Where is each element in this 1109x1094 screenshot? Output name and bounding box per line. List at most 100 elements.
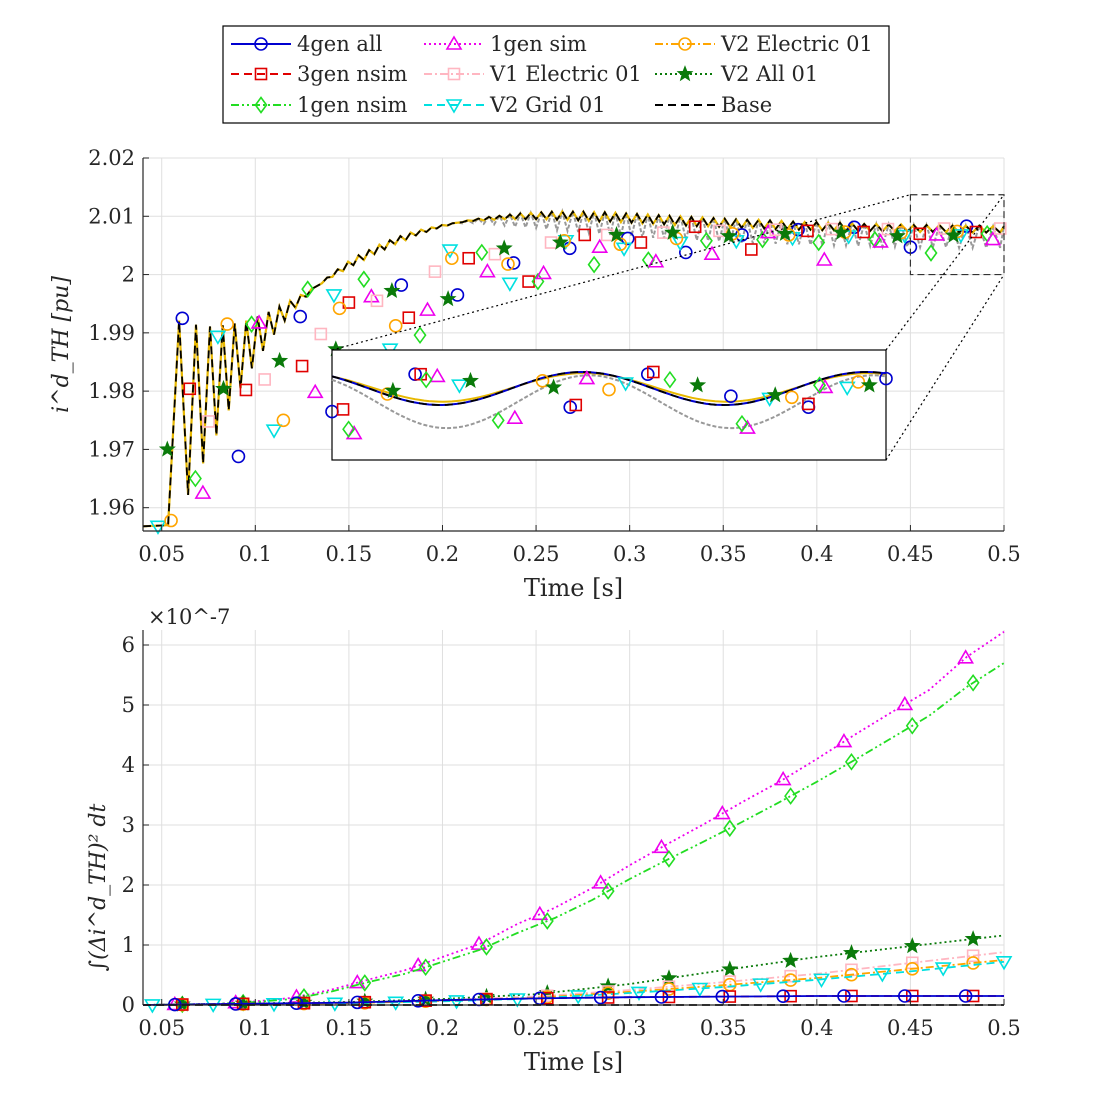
inset-marker (419, 370, 433, 389)
y-tick-label: 1.97 (88, 437, 135, 461)
series-marker (815, 251, 833, 266)
series-marker (897, 989, 912, 1003)
series-marker (506, 256, 521, 270)
series-marker (844, 967, 859, 982)
inset-marker (785, 390, 799, 405)
legend-marker (445, 35, 463, 50)
series-marker (325, 289, 343, 304)
legend-label: 3gen nsim (297, 62, 407, 86)
series-marker (413, 326, 427, 345)
series-marker (608, 225, 626, 243)
series-marker (265, 424, 283, 439)
legend-marker (254, 37, 268, 51)
inset-marker (506, 409, 524, 425)
series-marker (143, 999, 161, 1014)
series-marker (857, 225, 870, 239)
y-tick-label: 5 (122, 693, 135, 717)
x-tick-label: 0.3 (613, 542, 646, 566)
series-line (142, 951, 1005, 1006)
series-marker (540, 912, 554, 930)
series-marker (314, 327, 328, 341)
series-marker (654, 990, 669, 1004)
legend-item: V1 Electric 01 (424, 62, 642, 86)
series-marker (905, 716, 919, 735)
series-marker (634, 236, 648, 249)
legend-label: V2 Electric 01 (720, 32, 873, 56)
series-marker (993, 222, 1007, 235)
series-marker (470, 935, 488, 950)
series-marker (258, 373, 271, 386)
series-marker (671, 236, 689, 252)
inset-marker (802, 397, 815, 411)
series-marker (439, 290, 457, 307)
series-marker (776, 224, 794, 241)
series-marker (903, 937, 921, 954)
x-tick-label: 0.2 (426, 1016, 459, 1040)
legend-label: V1 Electric 01 (489, 62, 642, 86)
legend-box (222, 25, 890, 124)
series-marker (752, 978, 770, 993)
inset-marker (545, 378, 563, 395)
series-marker (592, 874, 610, 889)
series-marker (825, 222, 839, 236)
series-marker (551, 233, 569, 250)
plot-area (143, 630, 1004, 1005)
legend-label: Base (721, 93, 772, 117)
inset-series-sim (331, 374, 887, 430)
series-marker (958, 989, 973, 1003)
x-tick-label: 0.45 (887, 1016, 934, 1040)
inset-marker (535, 373, 550, 388)
series-marker (905, 962, 920, 976)
series-marker (450, 288, 465, 302)
inset-marker (602, 382, 616, 397)
series-marker (350, 995, 365, 1010)
series-marker (837, 989, 851, 1003)
zoom-connector (885, 274, 1005, 461)
zoom-box (909, 194, 1005, 276)
series-marker (591, 238, 609, 253)
series-marker (593, 990, 608, 1005)
legend-item: V2 Electric 01 (655, 32, 873, 56)
series-marker (276, 413, 291, 428)
series-marker (306, 383, 324, 399)
x-tick-label: 0.15 (326, 542, 373, 566)
legend-label: 4gen all (297, 32, 383, 56)
series-marker (411, 994, 425, 1008)
series-marker (653, 838, 670, 854)
series-marker (664, 223, 682, 240)
series-marker (713, 224, 726, 238)
y-tick-label: 4 (122, 753, 135, 777)
series-marker (508, 993, 526, 1008)
x-axis-label: Time [s] (524, 1048, 623, 1076)
x-tick-label: 0.15 (326, 1016, 373, 1040)
series-marker (164, 513, 178, 528)
series-marker (913, 227, 927, 241)
series-marker (448, 995, 465, 1010)
inset-marker (735, 414, 749, 433)
legend-item: 1gen nsim (231, 93, 407, 117)
series-marker (888, 227, 906, 244)
legend-marker (445, 99, 463, 114)
series-marker (964, 930, 982, 947)
inset-marker (491, 411, 505, 430)
series-marker (984, 231, 1002, 246)
x-tick-label: 0.45 (887, 542, 934, 566)
x-tick-label: 0.05 (138, 542, 185, 566)
inset-marker (879, 371, 893, 386)
series-marker (383, 281, 401, 299)
x-tick-label: 0.25 (513, 542, 560, 566)
series-marker (301, 280, 315, 298)
series-line (142, 662, 1005, 1006)
legend-label: V2 All 01 (720, 62, 818, 86)
top-plot: 0.05 0.1 0.15 0.2 0.25 0.3 0.35 0.4 0.45 0.5 1.96 1… (49, 146, 1021, 602)
series-line (142, 995, 1004, 1006)
series-marker (969, 225, 983, 239)
series-marker (813, 973, 830, 988)
series-marker (428, 265, 442, 278)
x-tick-label: 0.3 (613, 1016, 646, 1040)
series-marker (615, 242, 633, 257)
y-axis-label: i^d_TH [pu] (49, 276, 74, 413)
y-tick-label: 3 (122, 813, 135, 837)
series-marker (289, 996, 304, 1011)
series-marker (231, 449, 246, 464)
